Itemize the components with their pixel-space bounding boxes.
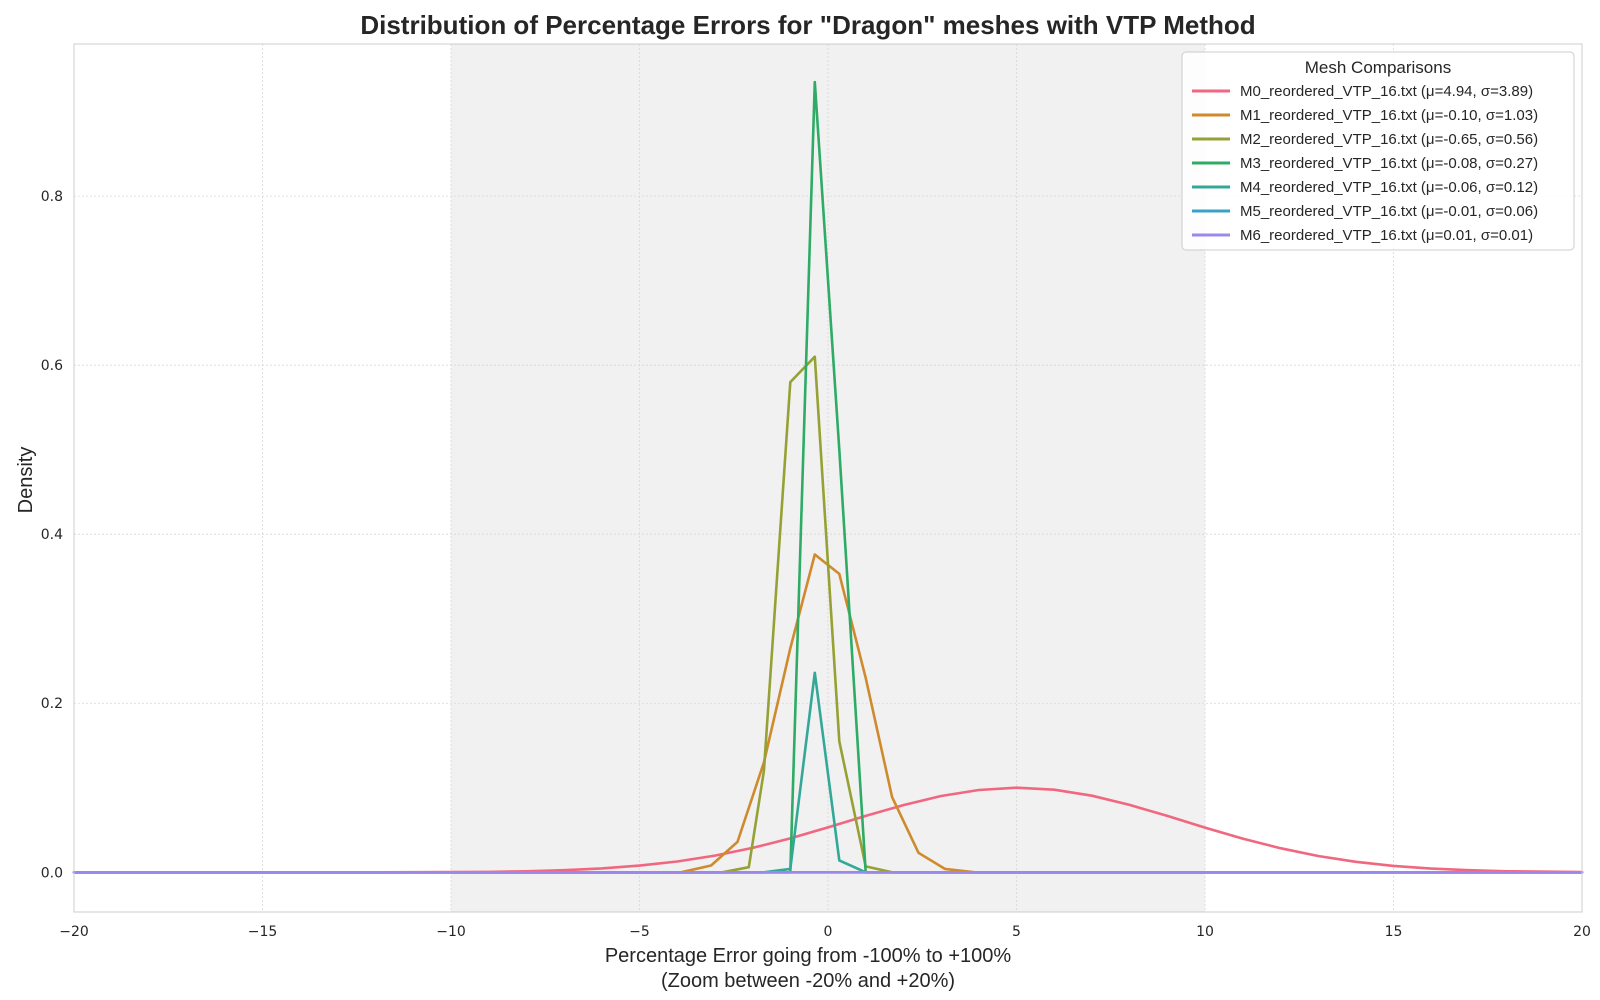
legend-label: M5_reordered_VTP_16.txt (μ=-0.01, σ=0.06… [1240, 203, 1538, 220]
x-axis-label: Percentage Error going from -100% to +10… [605, 945, 1012, 967]
y-tick-label: 0.0 [41, 865, 63, 881]
y-axis-ticks: 0.0 0.2 0.4 0.6 0.8 [41, 189, 63, 881]
chart-title: Distribution of Percentage Errors for "D… [360, 10, 1255, 40]
legend-label: M2_reordered_VTP_16.txt (μ=-0.65, σ=0.56… [1240, 131, 1538, 148]
x-tick-label: 15 [1385, 924, 1403, 940]
plot-frame [73, 43, 1583, 913]
y-tick-label: 0.8 [41, 189, 63, 205]
legend-label: M3_reordered_VTP_16.txt (μ=-0.08, σ=0.27… [1240, 155, 1538, 172]
series-line-m2 [72, 355, 1584, 874]
legend-label: M6_reordered_VTP_16.txt (μ=0.01, σ=0.01) [1240, 227, 1533, 244]
x-axis-ticks: −20 −15 −10 −5 0 5 10 15 20 [59, 924, 1591, 940]
y-axis-label: Density [15, 447, 37, 514]
x-tick-label: −20 [59, 924, 89, 940]
x-tick-label: −10 [436, 924, 466, 940]
x-tick-label: 0 [824, 924, 833, 940]
x-tick-label: 20 [1573, 924, 1591, 940]
y-tick-label: 0.6 [41, 358, 63, 374]
x-tick-label: −15 [248, 924, 278, 940]
legend-label: M4_reordered_VTP_16.txt (μ=-0.06, σ=0.12… [1240, 179, 1538, 196]
x-tick-label: 10 [1196, 924, 1214, 940]
legend: Mesh Comparisons M0_reordered_VTP_16.txt… [1181, 51, 1575, 251]
plot-border [73, 43, 1583, 913]
x-axis-sublabel: (Zoom between -20% and +20%) [661, 970, 955, 992]
legend-entries: M0_reordered_VTP_16.txt (μ=4.94, σ=3.89)… [1192, 83, 1538, 244]
legend-label: M0_reordered_VTP_16.txt (μ=4.94, σ=3.89) [1240, 83, 1533, 100]
series-lines [72, 80, 1584, 874]
x-tick-label: −5 [629, 924, 650, 940]
legend-title: Mesh Comparisons [1305, 58, 1451, 77]
x-tick-label: 5 [1012, 924, 1021, 940]
legend-label: M1_reordered_VTP_16.txt (μ=-0.10, σ=1.03… [1240, 107, 1538, 124]
y-tick-label: 0.2 [41, 696, 63, 712]
legend-box [1181, 51, 1575, 251]
y-tick-label: 0.4 [41, 527, 63, 543]
